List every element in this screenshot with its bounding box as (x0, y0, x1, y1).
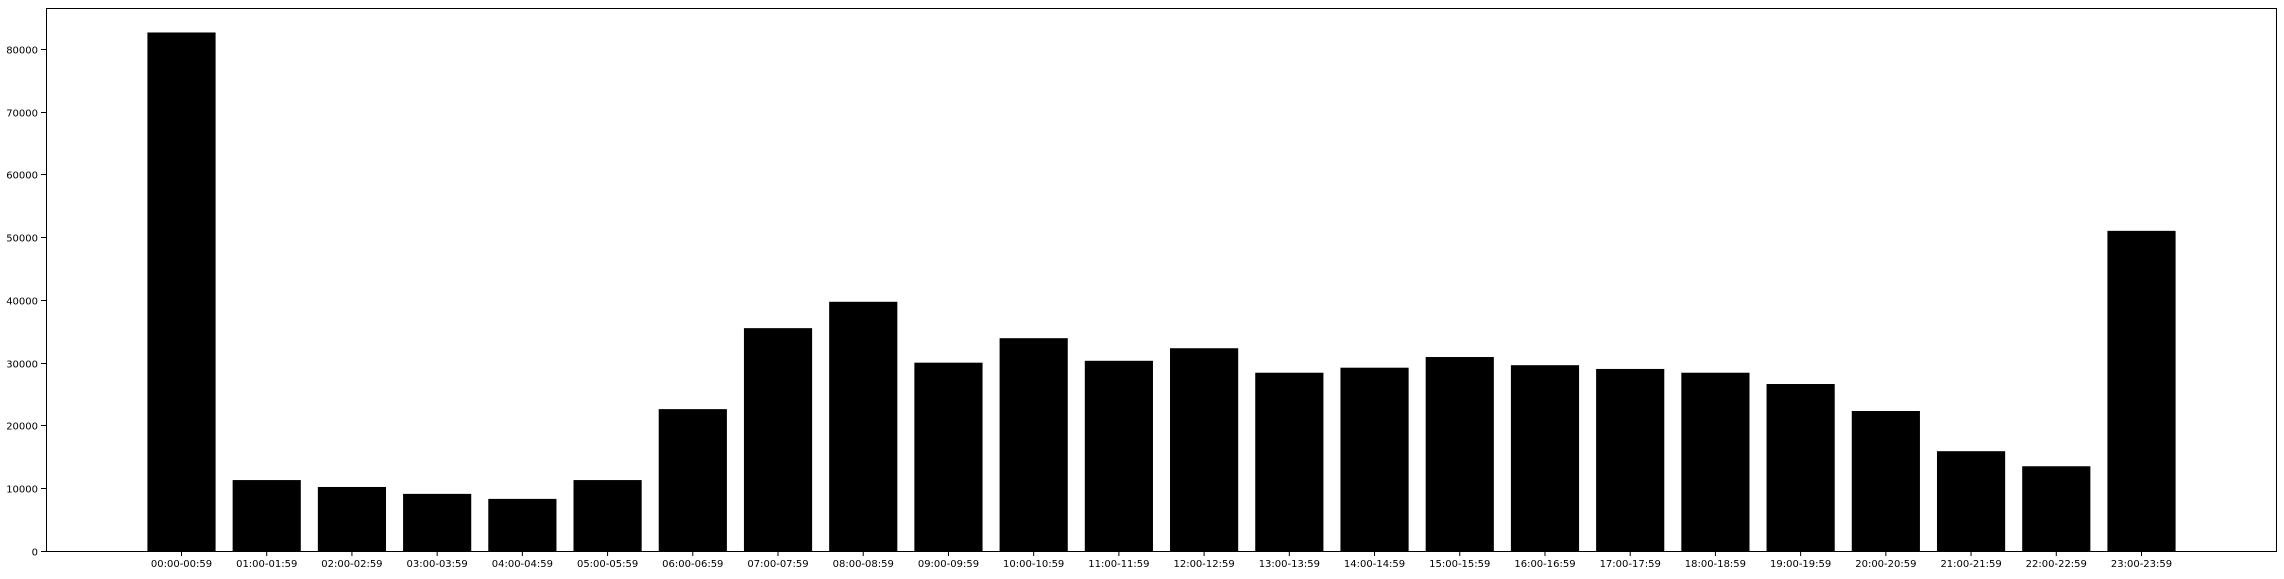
y-tick-label: 40000 (6, 297, 38, 308)
bar-22:00-22:59 (2022, 466, 2091, 551)
bar-20:00-20:59 (1851, 411, 1920, 551)
bar-00:00-00:59 (147, 32, 216, 552)
bar-02:00-02:59 (317, 486, 387, 551)
x-tick-label: 01:00-01:59 (236, 559, 297, 570)
bar-11:00-11:59 (1084, 360, 1153, 551)
plot-frame (46, 8, 2277, 552)
x-tick-label: 15:00-15:59 (1429, 559, 1490, 570)
x-tick-label: 22:00-22:59 (2026, 559, 2087, 570)
y-tick-label: 50000 (6, 234, 38, 245)
x-tick-label: 10:00-10:59 (1003, 559, 1064, 570)
x-tick-label: 17:00-17:59 (1600, 559, 1661, 570)
x-axis: 00:00-00:59 01:00-01:59 02:00-02:59 03:00-0… (151, 551, 2172, 570)
x-tick-label: 12:00-12:59 (1173, 559, 1234, 570)
x-tick-label: 14:00-14:59 (1344, 559, 1405, 570)
bar-21:00-21:59 (1936, 451, 2006, 551)
y-tick-label: 70000 (6, 109, 38, 120)
y-tick-label: 0 (32, 548, 38, 559)
y-tick-label: 30000 (6, 360, 38, 371)
bar-18:00-18:59 (1681, 372, 1750, 551)
y-tick-label: 10000 (6, 485, 38, 496)
y-tick-label: 20000 (6, 422, 38, 433)
bar-08:00-08:59 (829, 301, 898, 551)
x-tick-label: 16:00-16:59 (1514, 559, 1575, 570)
bar-19:00-19:59 (1766, 384, 1835, 551)
bar-09:00-09:59 (914, 362, 983, 551)
y-tick-label: 60000 (6, 171, 38, 182)
bar-23:00-23:59 (2107, 230, 2176, 551)
bar-01:00-01:59 (232, 480, 301, 551)
x-tick-label: 07:00-07:59 (747, 559, 808, 570)
x-tick-label: 09:00-09:59 (918, 559, 979, 570)
bar-15:00-15:59 (1425, 357, 1494, 551)
bar-14:00-14:59 (1340, 367, 1409, 551)
x-tick-label: 08:00-08:59 (833, 559, 894, 570)
x-tick-label: 04:00-04:59 (492, 559, 553, 570)
y-axis: 0 10000 20000 30000 40000 50000 60000 70000 8000… (6, 46, 46, 559)
x-tick-label: 06:00-06:59 (662, 559, 723, 570)
x-tick-label: 11:00-11:59 (1088, 559, 1149, 570)
bar-04:00-04:59 (488, 498, 557, 551)
x-tick-label: 03:00-03:59 (407, 559, 468, 570)
y-tick-label: 80000 (6, 46, 38, 57)
bar-06:00-06:59 (658, 409, 727, 551)
bar-series (147, 32, 2176, 552)
x-tick-label: 19:00-19:59 (1770, 559, 1831, 570)
bar-10:00-10:59 (999, 338, 1068, 551)
bar-05:00-05:59 (573, 480, 642, 551)
x-tick-label: 05:00-05:59 (577, 559, 638, 570)
x-tick-label: 00:00-00:59 (151, 559, 212, 570)
x-tick-label: 02:00-02:59 (321, 559, 382, 570)
bar-12:00-12:59 (1170, 348, 1239, 551)
bar-07:00-07:59 (743, 328, 813, 551)
x-tick-label: 18:00-18:59 (1685, 559, 1746, 570)
bar-17:00-17:59 (1596, 368, 1665, 551)
bar-16:00-16:59 (1510, 365, 1580, 551)
x-tick-label: 23:00-23:59 (2111, 559, 2172, 570)
x-tick-label: 20:00-20:59 (1855, 559, 1916, 570)
x-tick-label: 13:00-13:59 (1259, 559, 1320, 570)
bar-03:00-03:59 (403, 493, 472, 551)
bar-13:00-13:59 (1255, 372, 1324, 551)
x-tick-label: 21:00-21:59 (1940, 559, 2001, 570)
